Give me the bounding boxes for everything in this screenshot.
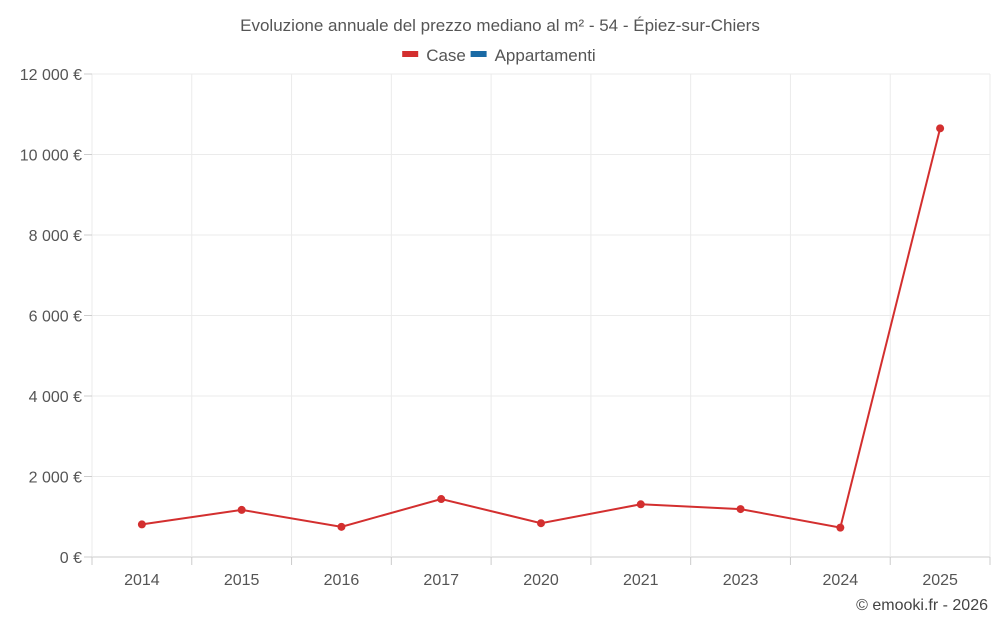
data-point[interactable] xyxy=(337,522,346,531)
y-tick-label: 4 000 € xyxy=(29,389,82,406)
y-tick-label: 2 000 € xyxy=(29,470,82,487)
x-tick-label: 2016 xyxy=(324,572,360,589)
x-tick-label: 2021 xyxy=(623,572,659,589)
x-tick-label: 2014 xyxy=(124,572,160,589)
legend-label: Case xyxy=(426,46,466,65)
y-axis: 0 € 2 000 € 4 000 € 6 000 € 8 000 € 10 000 € 1… xyxy=(20,67,82,567)
data-point[interactable] xyxy=(437,495,446,504)
y-tick-label: 0 € xyxy=(60,550,82,567)
series-line xyxy=(141,128,942,529)
y-tick-label: 10 000 € xyxy=(20,148,82,165)
data-point[interactable] xyxy=(137,520,146,529)
data-point[interactable] xyxy=(836,523,845,532)
data-point[interactable] xyxy=(936,124,945,133)
x-tick-label: 2015 xyxy=(224,572,260,589)
x-tick-label: 2017 xyxy=(423,572,459,589)
x-tick-label: 2025 xyxy=(922,572,958,589)
legend-swatch xyxy=(470,51,487,57)
y-tick-label: 6 000 € xyxy=(29,309,82,326)
data-point[interactable] xyxy=(636,500,645,509)
credit-text: © emooki.fr - 2026 xyxy=(856,597,988,614)
x-axis: 2014 2015 2016 2017 2020 2021 2023 2024 2025 xyxy=(124,572,958,589)
data-point[interactable] xyxy=(237,505,246,514)
series-layer xyxy=(137,124,945,532)
data-point[interactable] xyxy=(537,519,545,528)
x-tick-label: 2020 xyxy=(523,572,559,589)
y-tick-label: 12 000 € xyxy=(20,67,82,84)
chart-title: Evoluzione annuale del prezzo mediano al… xyxy=(240,16,760,35)
data-point[interactable] xyxy=(736,505,745,514)
x-tick-label: 2023 xyxy=(723,572,759,589)
x-tick-label: 2024 xyxy=(823,572,859,589)
legend-swatch xyxy=(402,51,419,57)
legend: Case Appartamenti xyxy=(402,46,596,65)
grid xyxy=(84,73,991,565)
legend-label: Appartamenti xyxy=(495,46,596,65)
legend-item[interactable]: Appartamenti xyxy=(470,46,596,65)
legend-item[interactable]: Case xyxy=(402,46,466,65)
y-tick-label: 8 000 € xyxy=(29,228,82,245)
